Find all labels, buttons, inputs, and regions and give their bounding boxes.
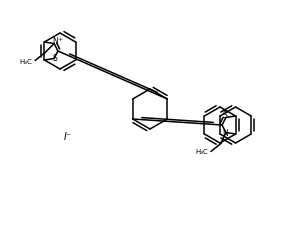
Text: S: S [223,111,227,121]
Text: N: N [222,129,228,138]
Text: S: S [52,54,57,63]
Text: I⁻: I⁻ [64,132,72,142]
Text: N: N [52,37,58,47]
Text: H₃C: H₃C [19,59,32,64]
Text: +: + [57,37,62,42]
Text: H₃C: H₃C [195,150,208,155]
